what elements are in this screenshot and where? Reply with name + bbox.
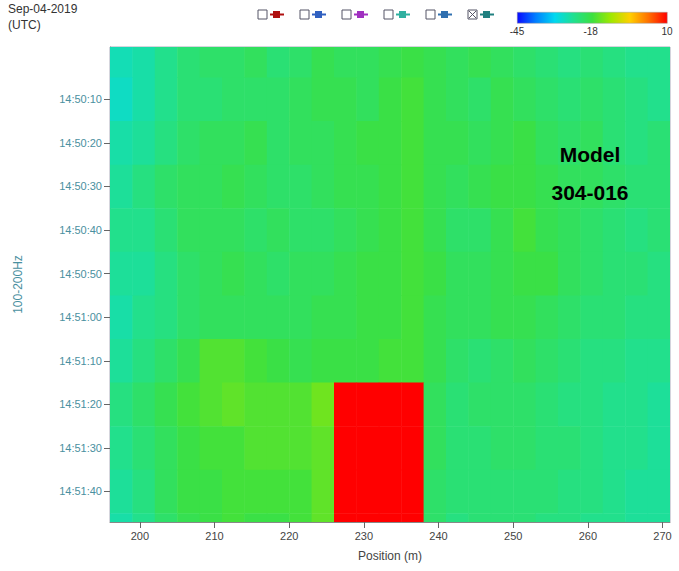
- svg-text:14:51:10: 14:51:10: [59, 355, 102, 367]
- svg-text:270: 270: [653, 530, 671, 542]
- svg-text:14:50:10: 14:50:10: [59, 93, 102, 105]
- svg-text:230: 230: [355, 530, 373, 542]
- svg-text:-45: -45: [510, 26, 525, 37]
- svg-text:200: 200: [131, 530, 149, 542]
- svg-text:(UTC): (UTC): [8, 18, 41, 32]
- svg-text:14:51:40: 14:51:40: [59, 485, 102, 497]
- svg-text:14:50:40: 14:50:40: [59, 224, 102, 236]
- svg-text:-18: -18: [583, 26, 598, 37]
- svg-text:10: 10: [661, 26, 673, 37]
- svg-text:14:51:30: 14:51:30: [59, 442, 102, 454]
- svg-text:250: 250: [504, 530, 522, 542]
- svg-text:Position (m): Position (m): [358, 549, 422, 563]
- svg-text:304-016: 304-016: [551, 181, 628, 204]
- svg-text:260: 260: [579, 530, 597, 542]
- svg-text:14:50:20: 14:50:20: [59, 137, 102, 149]
- svg-text:240: 240: [429, 530, 447, 542]
- svg-text:Model: Model: [560, 143, 621, 166]
- svg-text:Sep-04-2019: Sep-04-2019: [8, 2, 78, 16]
- svg-text:14:51:20: 14:51:20: [59, 398, 102, 410]
- svg-text:14:51:00: 14:51:00: [59, 311, 102, 323]
- svg-text:100-200Hz: 100-200Hz: [11, 255, 25, 314]
- svg-text:14:50:30: 14:50:30: [59, 180, 102, 192]
- svg-text:14:50:50: 14:50:50: [59, 268, 102, 280]
- svg-text:220: 220: [280, 530, 298, 542]
- svg-text:210: 210: [205, 530, 223, 542]
